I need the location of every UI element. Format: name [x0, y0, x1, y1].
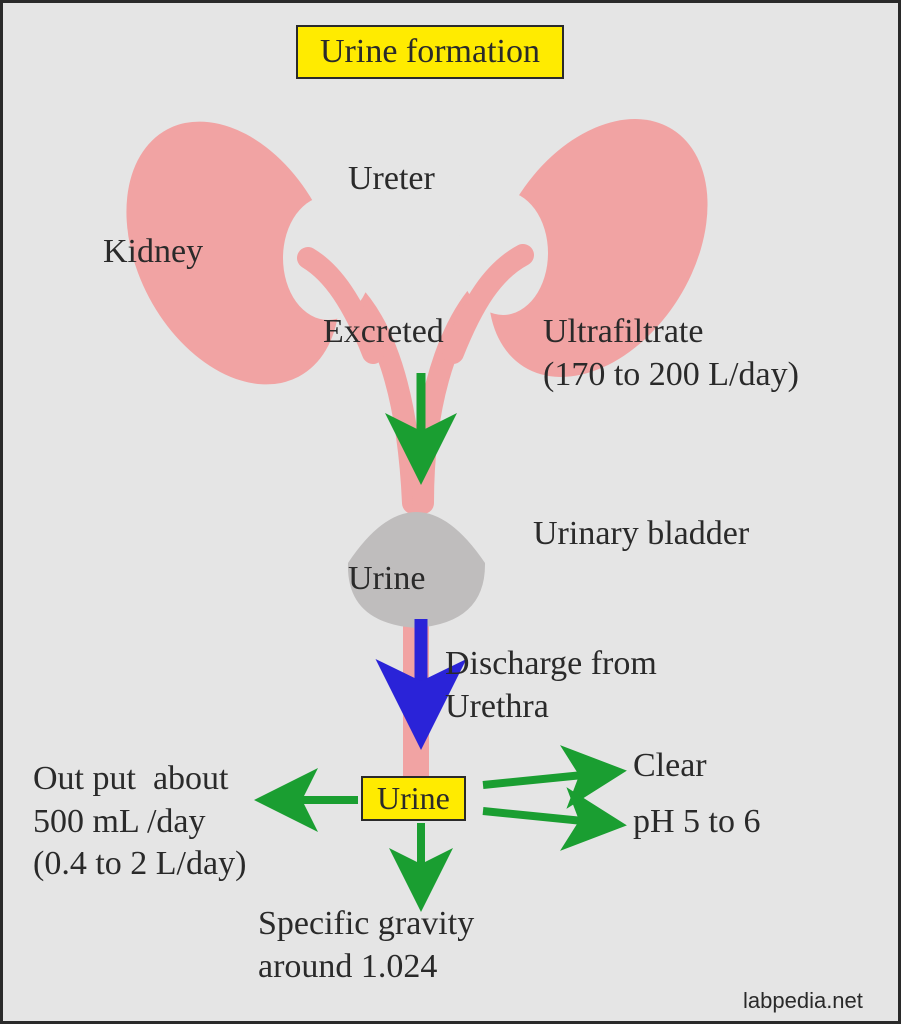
- diagram-canvas: Urine formation Ureter Kidney Excreted U…: [0, 0, 901, 1024]
- diagram-title: Urine formation: [296, 25, 564, 79]
- label-output: Out put about 500 mL /day (0.4 to 2 L/da…: [33, 758, 246, 886]
- label-clear: Clear: [633, 745, 707, 788]
- label-urine-in-bladder: Urine: [348, 558, 425, 601]
- arrow-ph: [483, 811, 603, 823]
- arrow-clear: [483, 773, 603, 785]
- label-excreted: Excreted: [323, 311, 444, 354]
- label-ureter: Ureter: [348, 158, 435, 201]
- label-discharge: Discharge from Urethra: [445, 643, 657, 728]
- label-kidney: Kidney: [103, 231, 203, 274]
- label-ph: pH 5 to 6: [633, 801, 761, 844]
- label-ultrafiltrate: Ultrafiltrate (170 to 200 L/day): [543, 311, 799, 396]
- urine-box: Urine: [361, 776, 466, 821]
- label-specific-gravity: Specific gravity around 1.024: [258, 903, 474, 988]
- label-bladder: Urinary bladder: [533, 513, 749, 556]
- source-credit: labpedia.net: [743, 988, 863, 1014]
